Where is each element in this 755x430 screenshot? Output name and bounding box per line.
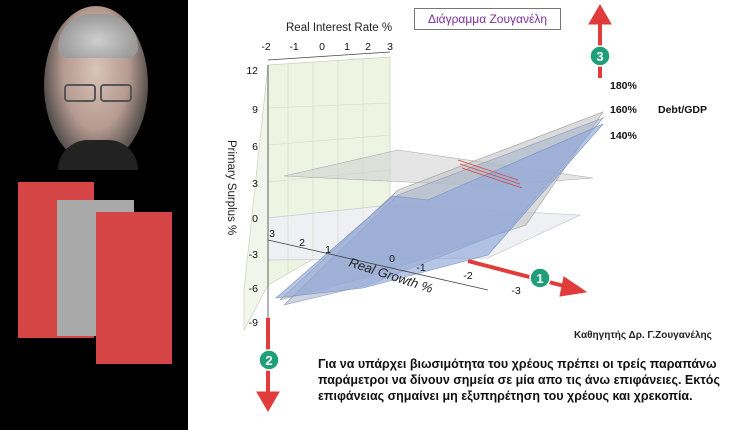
interest-tick: 2 <box>365 41 371 53</box>
growth-tick: -1 <box>416 262 425 274</box>
arrow-right-head <box>559 276 588 297</box>
marker-2-circle <box>258 349 280 371</box>
surplus-axis-ticks: 12 9 6 3 0 -3 -6 -9 <box>246 65 258 329</box>
interest-tick: 3 <box>387 41 393 53</box>
marker-2: 2 <box>265 353 272 368</box>
interest-tick: 0 <box>319 41 325 53</box>
surplus-tick: -9 <box>249 317 258 329</box>
legend-series-label: Debt/GDP <box>658 104 707 116</box>
legend-140: 140% <box>610 130 638 142</box>
wall-grid <box>267 59 391 275</box>
slide-caption: Για να υπάρχει βιωσιμότητα του χρέους πρ… <box>318 357 720 403</box>
presenter-panel <box>0 0 188 430</box>
arrows <box>256 4 612 412</box>
axis-lines <box>267 51 489 320</box>
surface-red-lines <box>457 159 523 189</box>
surface-140 <box>275 123 604 299</box>
presenter-hair <box>58 14 138 58</box>
growth-axis-ticks: 3 2 1 0 -1 -2 -3 <box>269 228 521 297</box>
decor-red-rect-2 <box>96 212 172 364</box>
marker-3: 3 <box>596 49 603 64</box>
legend-180: 180% <box>610 80 638 92</box>
surplus-tick: -6 <box>249 283 258 295</box>
zouganelis-3d-chart: Real Interest Rate % -2 -1 0 1 2 3 Prima… <box>225 4 707 412</box>
markers: 3 2 1 <box>258 45 611 371</box>
growth-tick: 0 <box>389 253 395 265</box>
interest-tick: -1 <box>289 41 298 53</box>
presenter-shirt <box>58 140 138 170</box>
growth-tick: 3 <box>269 228 275 240</box>
growth-tick: -2 <box>463 270 472 282</box>
marker-1: 1 <box>536 271 543 286</box>
arrow-down-head <box>256 391 280 412</box>
legend-160: 160% <box>610 104 638 116</box>
growth-tick: 1 <box>325 244 331 256</box>
surplus-tick: -3 <box>249 249 258 261</box>
interest-tick: -2 <box>261 41 270 53</box>
arrow-right <box>467 259 569 289</box>
surplus-axis-label: Primary Surplus % <box>225 140 237 235</box>
surplus-tick: 9 <box>252 104 258 116</box>
marker-3-circle <box>589 45 611 67</box>
marker-1-circle <box>529 267 551 289</box>
presenter-glasses <box>64 84 134 102</box>
author-credit: Καθηγητής Δρ. Γ.Ζουγανέλης <box>574 330 712 341</box>
surplus-tick: 0 <box>252 213 258 225</box>
growth-tick: -3 <box>511 285 520 297</box>
surplus-tick: 3 <box>252 178 258 190</box>
interest-tick: 1 <box>344 41 350 53</box>
growth-tick: 2 <box>299 237 305 249</box>
diagram-title: Διάγραμμα Ζουγανέλη <box>414 8 561 30</box>
debt-gdp-legend: 180% 160% 140% Debt/GDP <box>610 80 707 142</box>
surplus-tick: 6 <box>252 141 258 153</box>
surplus-tick: 12 <box>246 65 258 77</box>
interest-axis-label: Real Interest Rate % <box>286 22 392 34</box>
interest-axis-ticks: -2 -1 0 1 2 3 <box>261 41 393 53</box>
arrow-up-head <box>588 4 612 25</box>
